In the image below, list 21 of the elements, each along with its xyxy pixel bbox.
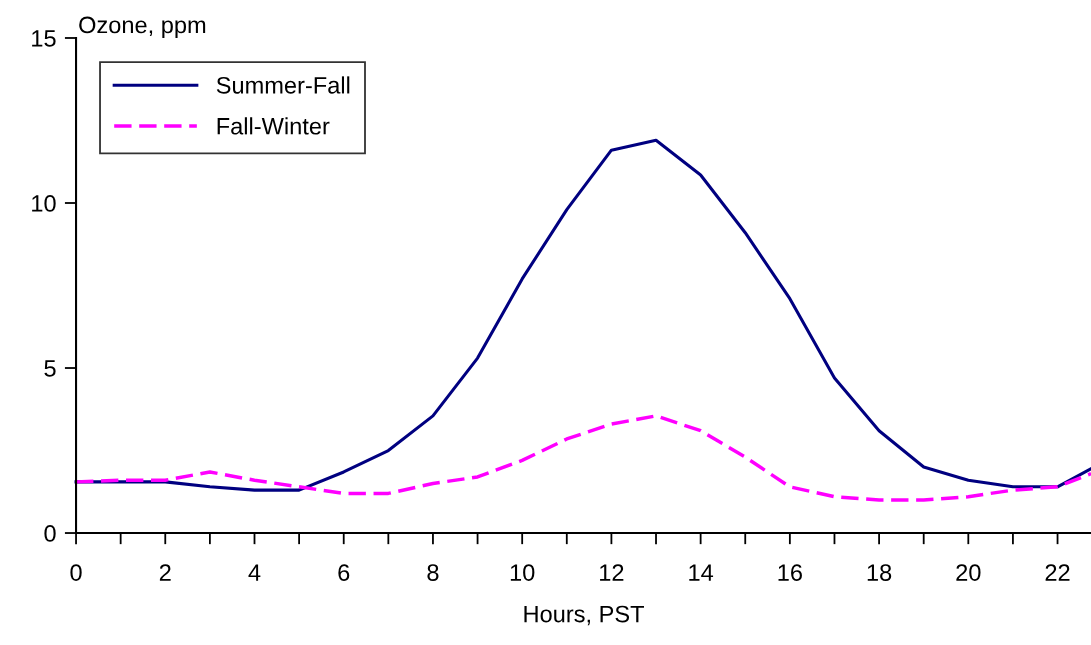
x-tick-label: 6 <box>338 564 350 581</box>
x-tick-label: 20 <box>956 564 981 581</box>
y-axis-title: Ozone, ppm <box>79 16 206 38</box>
x-tick-label: 10 <box>510 564 535 581</box>
legend-label: Summer-Fall <box>216 76 350 94</box>
x-tick-label: 8 <box>427 564 439 581</box>
x-tick-label: 0 <box>70 564 82 581</box>
y-tick-label: 15 <box>32 30 56 47</box>
line-series <box>74 414 1091 502</box>
x-tick-label: 12 <box>600 564 624 581</box>
x-tick-label: 22 <box>1045 564 1070 581</box>
x-tick-label: 18 <box>867 564 892 581</box>
x-axis-title: Hours, PST <box>524 605 644 626</box>
y-tick-label: 10 <box>32 195 56 212</box>
y-tick-label: 5 <box>44 360 56 377</box>
x-tick-label: 16 <box>778 564 802 581</box>
x-tick-label: 2 <box>159 564 171 581</box>
y-tick-label: 0 <box>44 525 56 542</box>
legend-label: Fall-Winter <box>217 117 330 135</box>
x-tick-label: 4 <box>248 564 261 581</box>
x-tick-label: 14 <box>689 564 714 581</box>
